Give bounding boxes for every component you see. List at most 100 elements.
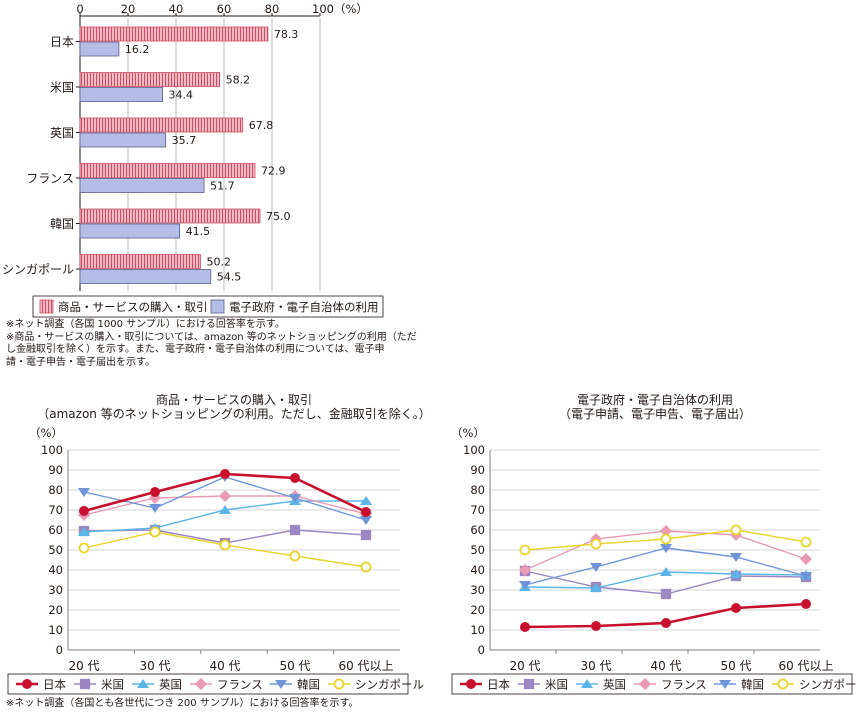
category-label: 米国 — [50, 81, 74, 95]
legend-label: フランス — [217, 678, 263, 692]
data-point — [289, 494, 301, 503]
x-tick-label: 30 代 — [139, 659, 170, 673]
bar-value-label: 16.2 — [125, 43, 150, 56]
legend-marker — [523, 678, 535, 690]
data-point — [219, 490, 231, 502]
bar-shopping — [79, 208, 261, 224]
chart-subtitle: （amazon 等のネットショッピングの利用。ただし、金融取引を除く。） — [37, 406, 430, 421]
bar-egov — [79, 178, 205, 193]
legend-marker — [719, 680, 731, 689]
note-line: 請・電子申告・電子届出を示す。 — [6, 356, 155, 368]
chart-subtitle: （電子申請、電子申告、電子届出） — [559, 407, 751, 421]
line-chart-egov: 電子政府・電子自治体の利用（電子申請、電子申告、電子届出） （%） 0 10 20 30 4… — [451, 392, 856, 695]
y-tick-label: 0 — [478, 643, 485, 657]
series-line — [524, 547, 807, 586]
category-label: 英国 — [50, 126, 74, 140]
data-point — [360, 516, 372, 525]
y-tick-label: 60 — [48, 523, 63, 537]
data-point — [660, 533, 672, 545]
legend-label: 韓国 — [741, 678, 764, 692]
y-tick-label: 100 — [463, 443, 485, 457]
legend-label: 電子政府・電子自治体の利用 — [229, 300, 379, 314]
bar-value-label: 67.8 — [249, 119, 274, 132]
y-tick-label: 30 — [470, 583, 485, 597]
data-point — [661, 618, 671, 628]
bar-value-label: 35.7 — [172, 134, 197, 147]
legend-marker — [195, 678, 207, 690]
x-tick-label: 50 代 — [720, 659, 751, 673]
y-tick-label: 50 — [48, 543, 63, 557]
legend-label: 英国 — [603, 678, 626, 692]
legend-marker — [333, 678, 345, 690]
y-tick-label: 100 — [41, 443, 63, 457]
bar-value-label: 51.7 — [210, 180, 235, 193]
category-label: 韓国 — [50, 217, 74, 231]
y-tick-label: 80 — [470, 483, 485, 497]
y-tick-label: 40 — [470, 563, 485, 577]
data-point — [520, 622, 530, 632]
data-point — [360, 496, 372, 505]
data-point — [590, 538, 602, 550]
legend-marker — [581, 679, 593, 688]
y-tick-label: 50 — [470, 543, 485, 557]
bar-egov — [79, 132, 167, 148]
category-label: 日本 — [50, 35, 74, 49]
data-point — [519, 544, 531, 556]
y-unit-label: （%） — [451, 426, 485, 440]
line-chart-shopping: 商品・サービスの購入・取引（amazon 等のネットショッピングの利用。ただし、… — [7, 392, 431, 695]
data-point — [730, 524, 742, 536]
bar-value-label: 78.3 — [274, 28, 299, 41]
data-point — [660, 588, 672, 600]
note-line: し金融取引を除く）を示す。また、電子政府・電子自治体の利用については、電子申 — [6, 344, 385, 355]
legend-marker — [137, 679, 149, 688]
bar-value-label: 54.5 — [217, 271, 242, 284]
x-tick-label: 20 代 — [68, 659, 99, 673]
data-point — [149, 526, 161, 538]
data-point — [149, 504, 161, 513]
data-point — [660, 544, 672, 553]
y-tick-label: 10 — [470, 623, 485, 637]
y-tick-label: 70 — [48, 503, 63, 517]
x-tick-label: 60 代以上 — [778, 659, 833, 673]
y-tick-label: 20 — [470, 603, 485, 617]
data-point — [660, 525, 672, 537]
data-point — [289, 550, 301, 562]
bar-egov — [79, 87, 163, 102]
data-point — [78, 527, 90, 536]
data-point — [660, 567, 672, 576]
y-tick-label: 0 — [56, 643, 63, 657]
bottom-note: ※ネット調査（各国とも各世代につき 200 サンプル）における回答率を示す。 — [6, 698, 359, 709]
legend-marker — [79, 678, 91, 690]
bar-shopping — [79, 163, 256, 178]
y-tick-label: 20 — [48, 603, 63, 617]
category-label: シンガポール — [2, 263, 74, 277]
bar-shopping — [79, 72, 221, 87]
data-point — [219, 505, 231, 514]
x-tick-label: 60 — [217, 2, 232, 16]
y-tick-label: 90 — [48, 463, 63, 477]
y-tick-label: 70 — [470, 503, 485, 517]
x-tick-label: 40 — [169, 2, 184, 16]
data-point — [360, 561, 372, 573]
legend-label: 米国 — [545, 678, 568, 692]
data-point — [730, 553, 742, 562]
legend-label: フランス — [661, 678, 707, 692]
legend-marker — [639, 678, 651, 690]
legend-label: シンガポール — [355, 678, 424, 692]
x-tick-label: 40 代 — [650, 659, 681, 673]
bar-value-label: 50.2 — [206, 256, 231, 269]
chart-title: 電子政府・電子自治体の利用 — [577, 392, 733, 407]
category-label: フランス — [26, 172, 74, 186]
x-tick-label: 100（%） — [312, 2, 368, 16]
data-point — [519, 564, 531, 576]
bar-egov — [79, 269, 212, 284]
note-line: ※商品・サービスの購入・取引については、amazon 等のネットショッピングの利… — [6, 331, 417, 343]
chart-title: 商品・サービスの購入・取引 — [156, 392, 312, 407]
x-tick-label: 20 代 — [509, 659, 540, 673]
note-line: ※ネット調査（各国 1000 サンプル）における回答率を示す。 — [6, 319, 285, 330]
y-unit-label: （%） — [29, 426, 63, 440]
data-point — [78, 488, 90, 497]
data-point — [590, 583, 602, 592]
y-tick-label: 60 — [470, 523, 485, 537]
legend-label: 米国 — [101, 678, 124, 692]
